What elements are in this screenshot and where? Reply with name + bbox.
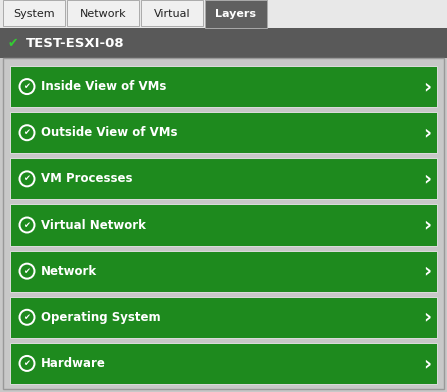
Bar: [141, 0, 203, 26]
Circle shape: [21, 265, 34, 278]
Text: TEST-ESXI-08: TEST-ESXI-08: [26, 36, 125, 49]
Text: ✔: ✔: [24, 359, 30, 368]
Text: ›: ›: [423, 308, 431, 327]
Text: ›: ›: [423, 123, 431, 142]
Text: ›: ›: [423, 261, 431, 281]
Text: Inside View of VMs: Inside View of VMs: [41, 80, 166, 93]
Text: ✔: ✔: [24, 313, 30, 322]
Circle shape: [18, 124, 35, 141]
Bar: [0, 0, 447, 28]
Circle shape: [18, 78, 35, 95]
Text: VM Processes: VM Processes: [41, 172, 132, 185]
Text: Network: Network: [41, 265, 97, 278]
Circle shape: [21, 126, 34, 139]
Text: Outside View of VMs: Outside View of VMs: [41, 126, 177, 139]
Text: ›: ›: [423, 169, 431, 189]
Bar: [3, 0, 65, 26]
Bar: [205, 0, 267, 28]
Circle shape: [18, 171, 35, 187]
Circle shape: [18, 216, 35, 234]
Text: Hardware: Hardware: [41, 357, 106, 370]
Circle shape: [21, 172, 34, 185]
Text: Network: Network: [80, 9, 127, 19]
Text: ✔: ✔: [24, 174, 30, 183]
Text: Virtual Network: Virtual Network: [41, 218, 146, 232]
Bar: [10, 250, 437, 292]
Circle shape: [21, 311, 34, 324]
Text: Virtual: Virtual: [154, 9, 190, 19]
Text: Layers: Layers: [215, 9, 257, 19]
Bar: [10, 112, 437, 153]
Text: ›: ›: [423, 216, 431, 234]
Text: ✔: ✔: [24, 128, 30, 137]
Bar: [10, 343, 437, 384]
Bar: [0, 58, 447, 392]
Bar: [10, 158, 437, 200]
Bar: [10, 297, 437, 338]
Text: ›: ›: [423, 354, 431, 373]
Bar: [67, 0, 139, 26]
Circle shape: [18, 263, 35, 279]
Bar: [3, 58, 444, 389]
Circle shape: [18, 355, 35, 372]
Bar: [10, 66, 437, 107]
Circle shape: [21, 357, 34, 370]
Bar: [10, 205, 437, 245]
Text: ✔: ✔: [24, 221, 30, 229]
Text: ✔: ✔: [24, 267, 30, 276]
Circle shape: [21, 80, 34, 93]
Text: System: System: [13, 9, 55, 19]
Text: ›: ›: [423, 77, 431, 96]
Circle shape: [18, 309, 35, 326]
Text: ✔: ✔: [8, 36, 18, 49]
Bar: [0, 28, 447, 58]
Text: Operating System: Operating System: [41, 311, 160, 324]
Circle shape: [21, 218, 34, 232]
Text: ✔: ✔: [24, 82, 30, 91]
